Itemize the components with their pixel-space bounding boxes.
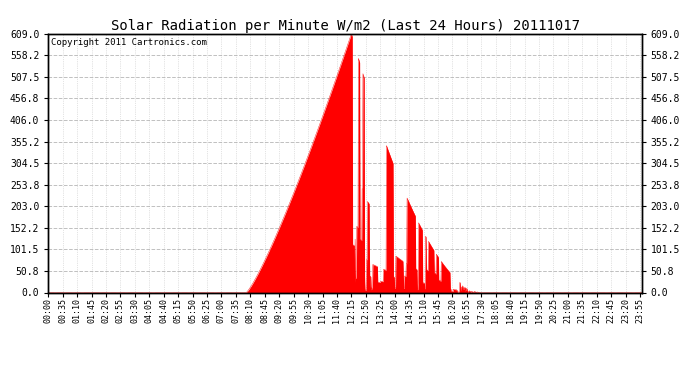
Text: Copyright 2011 Cartronics.com: Copyright 2011 Cartronics.com xyxy=(51,38,207,46)
Title: Solar Radiation per Minute W/m2 (Last 24 Hours) 20111017: Solar Radiation per Minute W/m2 (Last 24… xyxy=(110,19,580,33)
